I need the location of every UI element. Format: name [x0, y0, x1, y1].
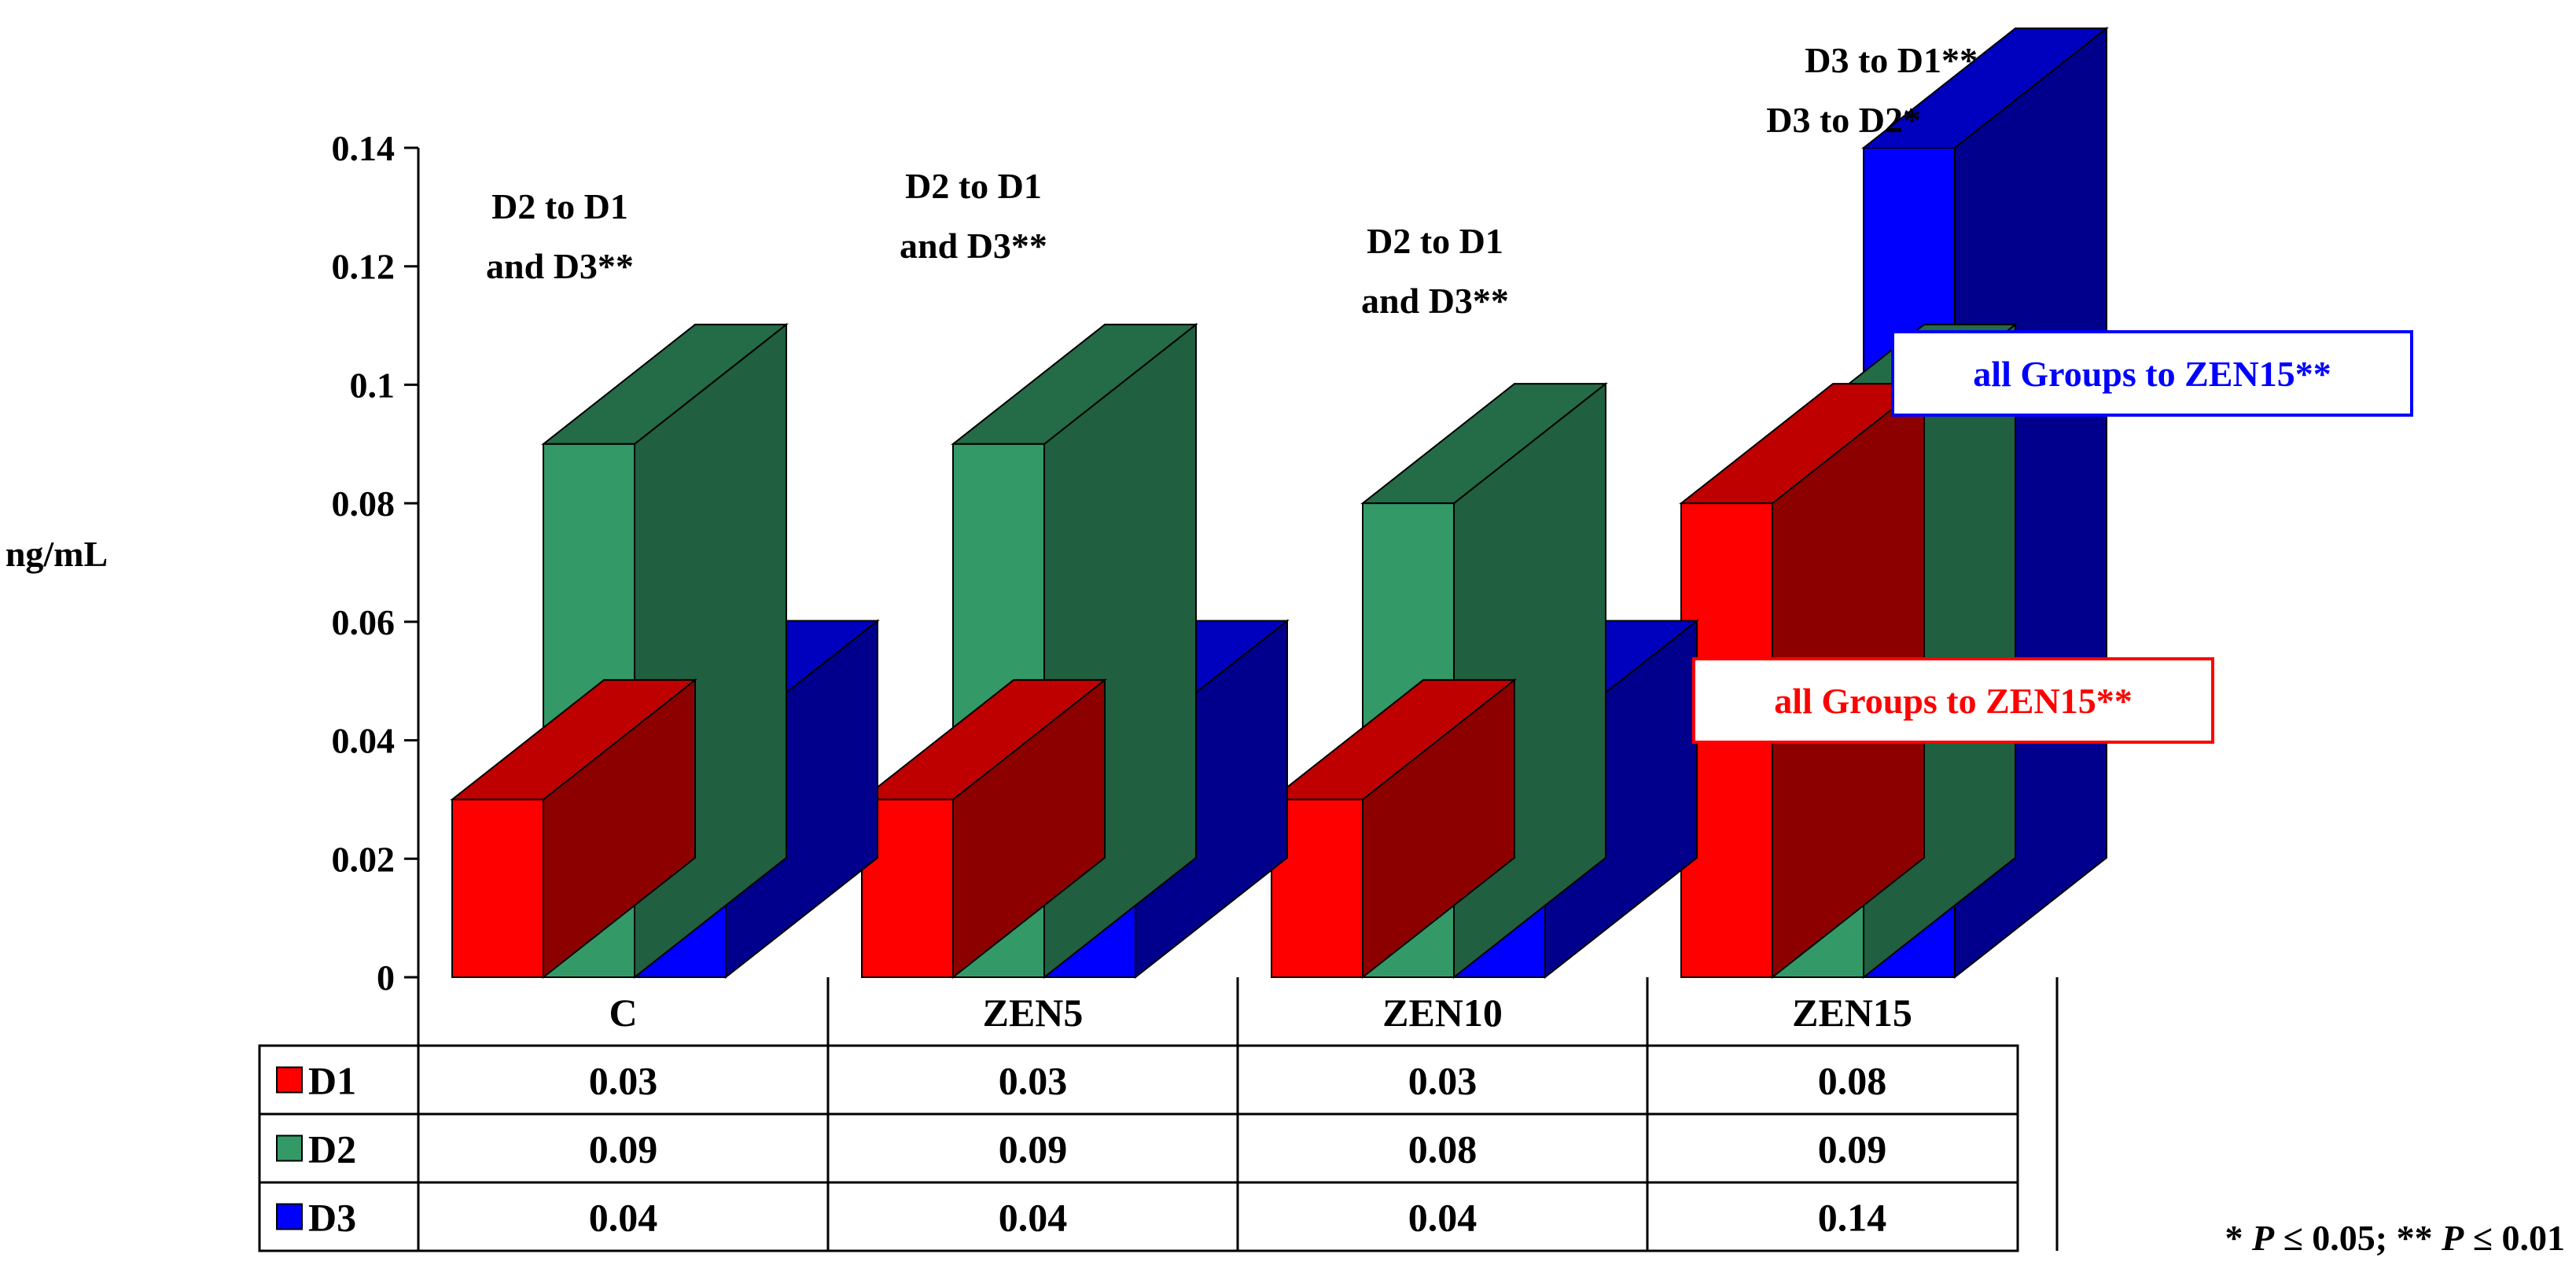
y-tick-label: 0.14	[332, 128, 396, 168]
annotation-line: and D3**	[900, 226, 1047, 266]
footnote-p-symbol: P	[2441, 1218, 2464, 1258]
note-text: all Groups to ZEN15**	[1774, 681, 2132, 721]
y-tick-label: 0.1	[350, 365, 396, 405]
x-category-label: ZEN10	[1382, 991, 1503, 1035]
boxed-note-d1: all Groups to ZEN15**	[1692, 657, 2214, 744]
table-cell-value: 0.03	[589, 1059, 658, 1103]
footnote-part: ≤ 0.01	[2464, 1218, 2565, 1258]
annotation-zen5: D2 to D1 and D3**	[900, 166, 1047, 266]
annotation-line: D2 to D1	[905, 166, 1042, 206]
note-box	[1692, 657, 2214, 744]
annotation-line: D3 to D2*	[1766, 100, 1921, 140]
y-tick-label: 0.08	[332, 484, 396, 524]
legend-key	[276, 1134, 303, 1162]
legend-label: D1	[308, 1059, 356, 1103]
x-category-label: ZEN15	[1792, 991, 1912, 1035]
table-cell-value: 0.03	[1408, 1059, 1478, 1103]
bar-d1-c	[450, 678, 697, 980]
legend-label: D3	[308, 1196, 356, 1240]
y-tick-label: 0.04	[332, 721, 396, 761]
y-tick-label: 0.02	[332, 839, 396, 879]
bars-layer	[450, 26, 2109, 980]
table-frame	[258, 1044, 2019, 1252]
bar-front-face	[451, 798, 544, 979]
data-table: C ZEN5 ZEN10 ZEN15 D1 0.03 0.03 0.03 0.08 D2 0.09 0…	[258, 977, 2059, 1252]
note-box	[1891, 330, 2413, 417]
footnote-part: ≤ 0.05; **	[2274, 1218, 2442, 1258]
x-category-label: C	[609, 991, 637, 1035]
table-cell-value: 0.08	[1818, 1059, 1887, 1103]
legend-key	[276, 1203, 303, 1230]
legend-key	[276, 1066, 303, 1094]
annotation-line: and D3**	[486, 246, 634, 286]
y-tick-label: 0.06	[332, 602, 396, 642]
table-cell-value: 0.04	[589, 1196, 658, 1240]
annotation-line: and D3**	[1361, 281, 1509, 321]
bar-d1-zen5	[859, 678, 1107, 980]
table-cell-value: 0.14	[1818, 1196, 1887, 1240]
legend-label: D2	[308, 1127, 356, 1171]
annotation-line: D2 to D1	[491, 186, 628, 226]
x-category-label: ZEN5	[983, 991, 1084, 1035]
significance-footnote: * P ≤ 0.05; ** P ≤ 0.01	[2225, 1218, 2565, 1258]
table-cell-value: 0.09	[999, 1127, 1068, 1171]
y-tick-label: 0	[377, 958, 395, 998]
footnote-part: *	[2225, 1218, 2252, 1258]
y-axis-label: ng/mL	[6, 534, 108, 574]
y-tick-label: 0.12	[332, 247, 396, 287]
table-cell-value: 0.04	[1408, 1196, 1478, 1240]
annotation-line: D2 to D1	[1367, 221, 1503, 261]
annotation-c: D2 to D1 and D3**	[486, 186, 634, 286]
table-cell-value: 0.03	[999, 1059, 1068, 1103]
annotation-zen15: D3 to D1** D3 to D2*	[1766, 40, 1978, 140]
y-axis: 0 0.02 0.04 0.06 0.08 0.1 0.12 0.14	[332, 128, 420, 998]
bar-d1-zen10	[1269, 678, 1517, 980]
table-cell-value: 0.09	[589, 1127, 658, 1171]
note-text: all Groups to ZEN15**	[1973, 354, 2331, 394]
annotation-zen10: D2 to D1 and D3**	[1361, 221, 1509, 321]
table-cell-value: 0.08	[1408, 1127, 1478, 1171]
footnote-p-symbol: P	[2251, 1218, 2275, 1258]
table-cell-value: 0.09	[1818, 1127, 1887, 1171]
table-cell-value: 0.04	[999, 1196, 1068, 1240]
boxed-note-d3: all Groups to ZEN15**	[1891, 330, 2413, 417]
annotation-line: D3 to D1**	[1805, 40, 1978, 80]
